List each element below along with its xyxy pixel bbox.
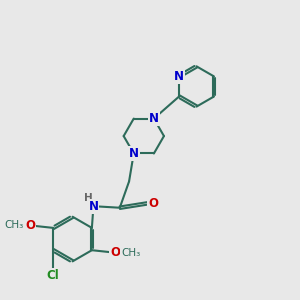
Text: N: N bbox=[149, 112, 159, 125]
Text: Cl: Cl bbox=[47, 269, 60, 282]
Text: H: H bbox=[84, 193, 93, 202]
Text: O: O bbox=[148, 196, 158, 210]
Text: O: O bbox=[25, 219, 35, 232]
Text: N: N bbox=[129, 147, 139, 160]
Text: N: N bbox=[174, 70, 184, 83]
Text: O: O bbox=[110, 246, 120, 259]
Text: N: N bbox=[88, 200, 98, 213]
Text: CH₃: CH₃ bbox=[121, 248, 140, 258]
Text: CH₃: CH₃ bbox=[5, 220, 24, 230]
